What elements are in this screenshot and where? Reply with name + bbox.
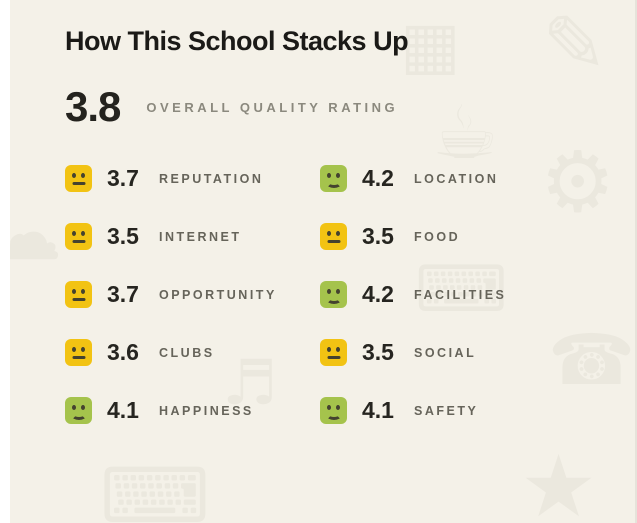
smiley-meh-icon [65,281,92,308]
rating-label: FACILITIES [414,287,507,302]
panel-content: How This School Stacks Up 3.8 OVERALL QU… [65,26,635,424]
rating-row-social: 3.5 SOCIAL [320,339,635,366]
smiley-meh-icon [65,223,92,250]
overall-rating-label: OVERALL QUALITY RATING [146,99,399,115]
smiley-happy-icon [320,281,347,308]
overall-rating: 3.8 OVERALL QUALITY RATING [65,83,635,131]
rating-value: 3.7 [107,165,139,191]
rating-row-happiness: 4.1 HAPPINESS [65,397,320,424]
smiley-meh-icon [65,165,92,192]
overall-rating-value: 3.8 [65,83,121,130]
watermark-football-icon: ★ [520,437,598,523]
rating-value: 4.1 [107,397,139,423]
rating-value: 3.5 [362,223,394,249]
rating-row-safety: 4.1 SAFETY [320,397,635,424]
rating-label: CLUBS [159,345,215,360]
smiley-meh-icon [65,339,92,366]
rating-row-reputation: 3.7 REPUTATION [65,165,320,192]
rating-label: HAPPINESS [159,403,254,418]
watermark-keyboard-icon: ⌨ [100,451,210,523]
page-title: How This School Stacks Up [65,26,409,56]
smiley-meh-icon [320,339,347,366]
rating-label: SOCIAL [414,345,477,360]
rating-row-internet: 3.5 INTERNET [65,223,320,250]
rating-label: REPUTATION [159,171,264,186]
rating-value: 3.5 [107,223,139,249]
rating-value: 3.7 [107,281,139,307]
school-stacks-panel: ▦ ✎ ☕ ⚙ ☁ ⌨ ☎ ♬ ⌨ ★ How This School Stac… [10,0,637,523]
watermark-cloud-icon: ☁ [10,195,62,271]
rating-label: INTERNET [159,229,242,244]
rating-label: OPPORTUNITY [159,287,277,302]
rating-row-location: 4.2 LOCATION [320,165,635,192]
rating-label: SAFETY [414,403,479,418]
rating-row-clubs: 3.6 CLUBS [65,339,320,366]
rating-value: 4.2 [362,281,394,307]
rating-value: 3.6 [107,339,139,365]
rating-row-opportunity: 3.7 OPPORTUNITY [65,281,320,308]
smiley-meh-icon [320,223,347,250]
rating-value: 4.2 [362,165,394,191]
rating-value: 4.1 [362,397,394,423]
rating-value: 3.5 [362,339,394,365]
smiley-happy-icon [320,165,347,192]
smiley-happy-icon [320,397,347,424]
rating-row-facilities: 4.2 FACILITIES [320,281,635,308]
rating-label: FOOD [414,229,461,244]
smiley-happy-icon [65,397,92,424]
rating-row-food: 3.5 FOOD [320,223,635,250]
ratings-grid: 3.7 REPUTATION 4.2 LOCATION 3.5 INTERNET… [65,165,635,424]
rating-label: LOCATION [414,171,499,186]
